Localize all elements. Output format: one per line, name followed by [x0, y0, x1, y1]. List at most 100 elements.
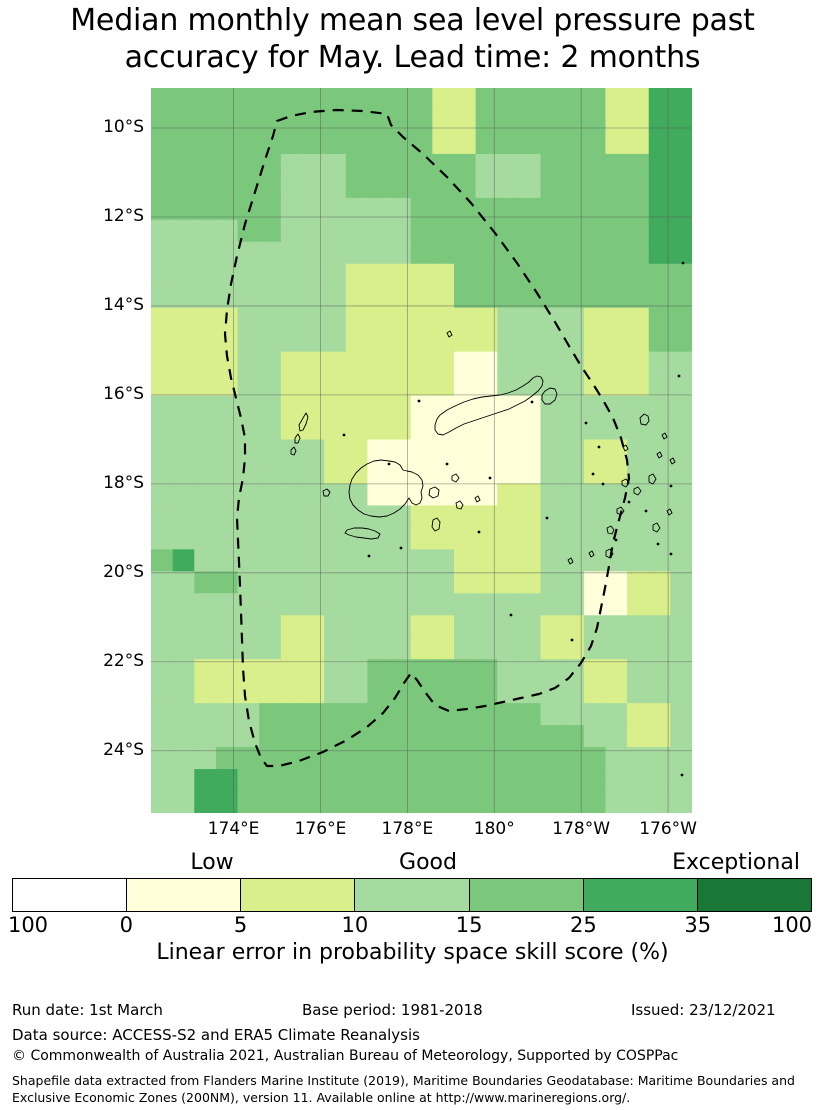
raster-cell: [237, 439, 260, 463]
raster-cell: [389, 747, 412, 770]
raster-cell: [475, 351, 498, 375]
raster-cell: [670, 153, 692, 177]
raster-cell: [172, 131, 195, 155]
raster-cell: [345, 549, 368, 572]
raster-cell: [562, 241, 585, 265]
raster-cell: [497, 747, 520, 770]
raster-cell: [194, 483, 217, 507]
raster-cell: [453, 175, 477, 199]
raster-cell: [540, 263, 563, 287]
raster-cell: [627, 725, 650, 748]
colorbar-tick-label: 100: [771, 913, 813, 937]
raster-cell: [648, 131, 671, 155]
raster-cell: [172, 571, 195, 594]
raster-cell: [648, 263, 671, 287]
raster-cell: [648, 241, 671, 265]
raster-cell: [627, 659, 650, 682]
raster-cell: [172, 791, 195, 813]
raster-cell: [670, 329, 692, 353]
raster-cell: [562, 219, 585, 243]
raster-cell: [432, 88, 455, 111]
raster-cell: [151, 329, 174, 353]
raster-cell: [475, 88, 498, 111]
longitude-axis: 174°E 176°E 178°E 180° 178°W 176°W: [151, 815, 697, 845]
raster-cell: [475, 285, 498, 309]
raster-cell: [367, 219, 390, 243]
raster-cell: [475, 153, 498, 177]
raster-cell: [345, 285, 368, 309]
raster-cell: [648, 527, 671, 550]
raster-cell: [259, 593, 282, 616]
raster-cell: [389, 329, 412, 353]
raster-cell: [302, 703, 325, 726]
raster-cell: [172, 615, 195, 638]
raster-cell: [518, 197, 542, 221]
raster-cell: [432, 615, 455, 638]
colorbar-segment[interactable]: [13, 879, 127, 911]
coast-lau-13: [669, 457, 676, 465]
raster-cell: [302, 175, 325, 199]
raster-cell: [583, 461, 607, 485]
raster-cell: [194, 417, 217, 441]
raster-cell: [648, 175, 671, 199]
raster-cell: [648, 681, 671, 704]
coast-lau-5: [648, 473, 657, 485]
raster-cell: [562, 483, 585, 507]
raster-cell: [648, 197, 671, 221]
raster-cell: [562, 791, 585, 813]
latitude-tick-label: 16°S: [103, 383, 144, 404]
raster-cell: [345, 637, 368, 660]
raster-cell: [518, 637, 542, 660]
colorbar-segment[interactable]: [468, 879, 583, 911]
colorbar-segment[interactable]: [126, 879, 241, 911]
raster-cell: [259, 791, 282, 813]
raster-cell: [194, 637, 217, 660]
raster-cell: [302, 527, 325, 550]
raster-cell: [670, 461, 692, 485]
raster-cell: [518, 153, 542, 177]
colorbar[interactable]: [12, 878, 812, 912]
raster-cell: [194, 175, 217, 199]
raster-cell: [151, 593, 174, 616]
raster-cell: [237, 329, 260, 353]
raster-cell: [345, 439, 368, 463]
raster-cell: [453, 571, 477, 594]
raster-cell: [410, 197, 433, 221]
raster-cell: [237, 483, 260, 507]
raster-cell: [151, 307, 174, 331]
raster-cell: [670, 747, 692, 770]
raster-cell: [172, 681, 195, 704]
raster-cell: [324, 219, 347, 243]
raster-cell: [627, 505, 650, 528]
raster-cell: [237, 505, 260, 528]
raster-cell: [453, 549, 477, 572]
raster-cell: [367, 461, 390, 485]
colorbar-segment[interactable]: [240, 879, 355, 911]
colorbar-segment[interactable]: [696, 879, 811, 911]
raster-cell: [259, 769, 282, 792]
colorbar-segment[interactable]: [582, 879, 697, 911]
raster-cell: [670, 703, 692, 726]
raster-cell: [280, 175, 304, 199]
raster-cell: [518, 747, 542, 770]
raster-cell: [605, 241, 628, 265]
raster-cell: [172, 329, 195, 353]
raster-cell: [627, 747, 650, 770]
raster-cell: [280, 769, 304, 792]
raster-cell: [432, 131, 455, 155]
raster-cell: [151, 483, 174, 507]
map-plot-area[interactable]: [151, 88, 692, 813]
raster-cell: [410, 417, 433, 441]
colorbar-category-label: Good: [399, 850, 457, 875]
raster-cell: [172, 307, 195, 331]
coast-lau-9: [652, 522, 661, 533]
raster-cell: [345, 219, 368, 243]
raster-cell: [345, 703, 368, 726]
raster-cell: [648, 439, 671, 463]
raster-cell: [194, 329, 217, 353]
colorbar-segment[interactable]: [354, 879, 469, 911]
raster-cell: [280, 351, 304, 375]
raster-cell: [562, 307, 585, 331]
raster-cell: [215, 373, 239, 397]
